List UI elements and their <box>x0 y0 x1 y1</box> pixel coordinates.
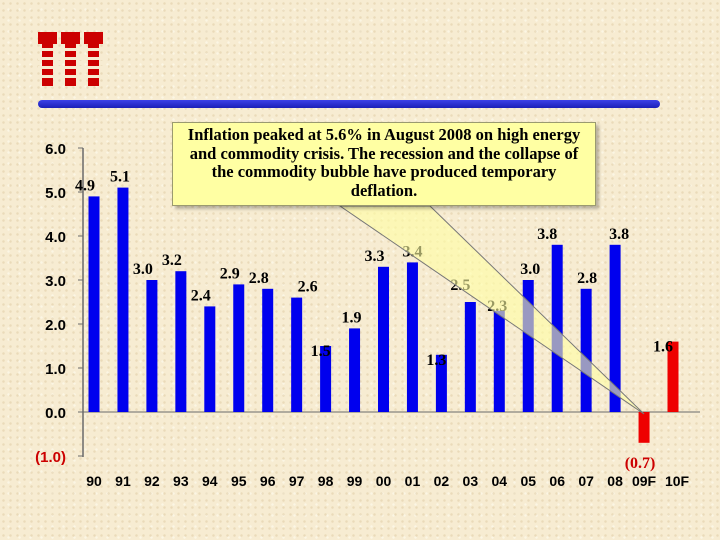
value-label-95: 2.9 <box>220 265 240 282</box>
y-tick-label: 0.0 <box>45 405 66 422</box>
value-label-93: 3.2 <box>162 252 182 269</box>
bar-04 <box>493 310 505 412</box>
x-tick-label: 09F <box>632 473 657 489</box>
y-tick-label: 2.0 <box>45 317 66 334</box>
bar-94 <box>204 306 216 412</box>
value-label-10F: 1.6 <box>653 339 673 356</box>
bar-90 <box>88 196 100 412</box>
value-label-97: 2.6 <box>298 279 318 296</box>
x-tick-label: 91 <box>115 473 131 489</box>
x-tick-label: 92 <box>144 473 160 489</box>
title-divider <box>38 100 660 108</box>
value-label-92: 3.0 <box>133 261 153 278</box>
x-tick-label: 00 <box>376 473 392 489</box>
bar-92 <box>146 280 158 412</box>
bar-93 <box>175 271 187 412</box>
bar-99 <box>349 328 361 412</box>
value-label-98: 1.5 <box>311 343 331 360</box>
x-tick-label: 08 <box>607 473 623 489</box>
value-label-08: 3.8 <box>609 226 629 243</box>
value-label-07: 2.8 <box>577 270 597 287</box>
x-tick-label: 90 <box>86 473 102 489</box>
annotation-callout: Inflation peaked at 5.6% in August 2008 … <box>172 122 596 206</box>
x-tick-label: 05 <box>520 473 536 489</box>
x-tick-label: 07 <box>578 473 594 489</box>
bar-91 <box>117 187 129 412</box>
iii-logo <box>38 32 108 93</box>
bar-96 <box>262 288 274 412</box>
x-tick-label: 06 <box>549 473 565 489</box>
y-tick-label: 1.0 <box>45 361 66 378</box>
bar-02 <box>435 354 447 412</box>
bar-97 <box>291 297 303 412</box>
x-tick-label: 04 <box>492 473 508 489</box>
value-label-05: 3.0 <box>520 261 540 278</box>
x-tick-label: 95 <box>231 473 247 489</box>
bar-98 <box>320 346 332 412</box>
y-tick-label: 5.0 <box>45 185 66 202</box>
bar-95 <box>233 284 245 412</box>
x-tick-label: 93 <box>173 473 189 489</box>
y-tick-label: 6.0 <box>45 141 66 158</box>
x-tick-label: 98 <box>318 473 334 489</box>
value-label-00: 3.3 <box>365 248 385 265</box>
value-label-09F: (0.7) <box>625 455 656 472</box>
bar-08 <box>609 244 621 412</box>
value-label-06: 3.8 <box>537 226 557 243</box>
bar-03 <box>464 302 476 412</box>
bar-01 <box>406 262 418 412</box>
bar-00 <box>378 266 389 412</box>
x-tick-label: 10F <box>665 473 690 489</box>
x-tick-label: 99 <box>347 473 363 489</box>
value-label-90: 4.9 <box>75 177 95 194</box>
x-tick-label: 96 <box>260 473 276 489</box>
bar-09F <box>638 412 650 443</box>
value-label-96: 2.8 <box>249 270 269 287</box>
x-tick-label: 94 <box>202 473 218 489</box>
value-label-91: 5.1 <box>110 169 130 186</box>
value-label-02: 1.3 <box>426 352 446 369</box>
x-tick-label: 97 <box>289 473 305 489</box>
annotation-callout-tail <box>338 205 645 415</box>
bar-06 <box>551 244 563 412</box>
bar-07 <box>580 288 592 412</box>
y-tick-label: 4.0 <box>45 229 66 246</box>
bar-05 <box>522 280 534 412</box>
x-tick-label: 02 <box>434 473 450 489</box>
value-label-99: 1.9 <box>342 309 362 326</box>
value-label-94: 2.4 <box>191 287 211 304</box>
bar-10F <box>667 341 679 412</box>
y-tick-label: 3.0 <box>45 273 66 290</box>
annotation-text: Inflation peaked at 5.6% in August 2008 … <box>187 125 581 200</box>
x-tick-label: 03 <box>463 473 479 489</box>
y-tick-label: (1.0) <box>35 449 66 466</box>
x-tick-label: 01 <box>405 473 421 489</box>
